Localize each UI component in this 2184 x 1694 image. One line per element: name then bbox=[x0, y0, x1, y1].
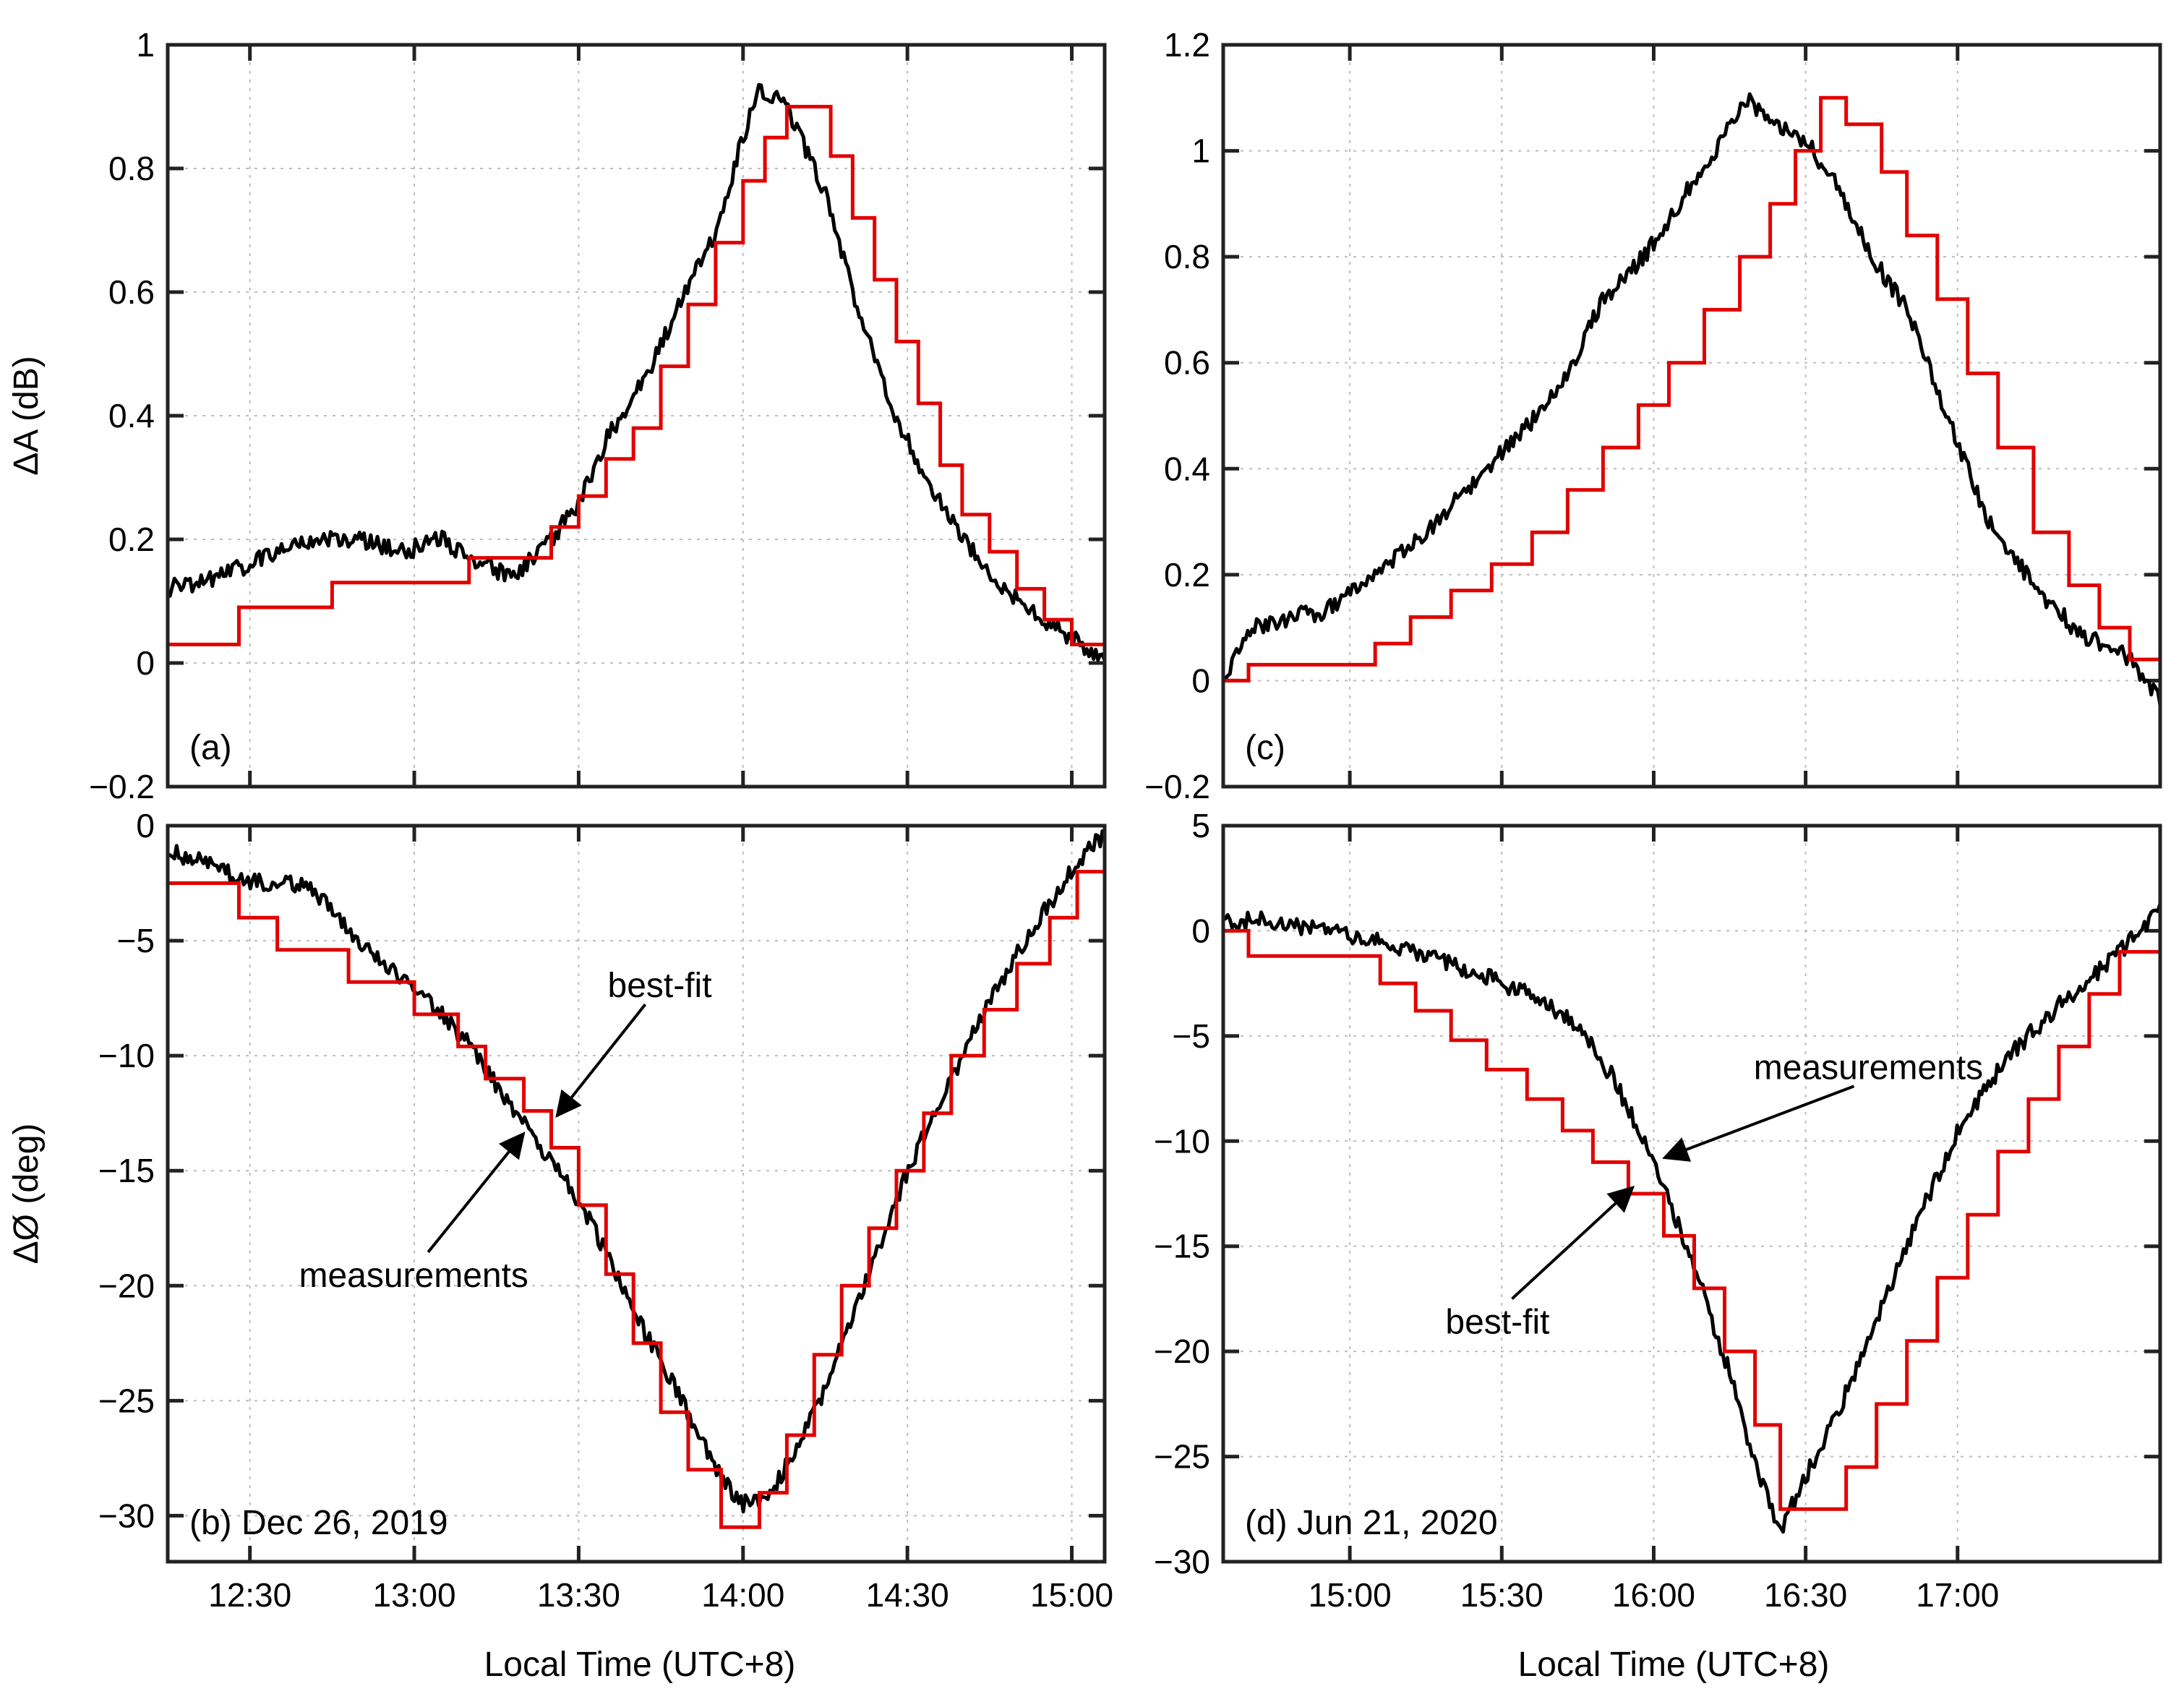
y-tick-label: 0 bbox=[1191, 912, 1210, 949]
annotation-label: measurements bbox=[1754, 1048, 1983, 1087]
x-tick-label: 16:30 bbox=[1764, 1576, 1847, 1614]
x-tick-label: 15:00 bbox=[1030, 1576, 1113, 1614]
y-tick-label: 0.4 bbox=[1164, 450, 1210, 487]
measurements-line bbox=[1223, 903, 2160, 1534]
panel-label: (b) Dec 26, 2019 bbox=[189, 1504, 448, 1542]
y-tick-label: 0 bbox=[136, 644, 155, 682]
plot-frame bbox=[166, 43, 1107, 789]
annotation-arrow bbox=[555, 1003, 647, 1118]
measurements-line bbox=[1223, 92, 2160, 706]
measurements-line bbox=[168, 829, 1105, 1514]
x-tick-label: 12:30 bbox=[208, 1576, 291, 1614]
y-tick-label: −15 bbox=[98, 1152, 155, 1189]
x-tick-label: 17:00 bbox=[1916, 1576, 1999, 1614]
y-tick-label: 0.8 bbox=[108, 150, 155, 187]
annotation-label: measurements bbox=[299, 1257, 528, 1295]
y-tick-label: −30 bbox=[1154, 1543, 1210, 1580]
best-fit-line bbox=[1223, 899, 2160, 1511]
panel-c: −0.2 0 0.2 0.4 0.6 0.8 1 1.2 (c) bbox=[1144, 26, 2162, 805]
panel-label: (c) bbox=[1245, 729, 1285, 767]
plot-frame bbox=[166, 824, 1107, 1564]
x-tick-label: 16:00 bbox=[1612, 1576, 1695, 1614]
measurements-line bbox=[168, 82, 1105, 662]
y-tick-label: 0.2 bbox=[108, 521, 155, 558]
y-tick-label: 5 bbox=[1191, 807, 1210, 844]
y-tick-label: −20 bbox=[98, 1267, 155, 1304]
y-tick-label: 0.6 bbox=[1164, 344, 1210, 382]
x-tick-label: 15:30 bbox=[1460, 1576, 1543, 1614]
y-tick-label: 0.4 bbox=[108, 397, 155, 435]
best-fit-line bbox=[1223, 95, 2160, 697]
x-tick-label: 13:30 bbox=[537, 1576, 620, 1614]
x-tick-label: 14:30 bbox=[866, 1576, 949, 1614]
panel-a: −0.2 0 0.2 0.4 0.6 0.8 1 ΔA (dB) (a) bbox=[7, 26, 1107, 805]
annotation-label: best-fit bbox=[608, 967, 712, 1005]
y-tick-label: 0 bbox=[136, 807, 155, 844]
y-axis-title: ΔA (dB) bbox=[7, 356, 46, 475]
panel-label: (a) bbox=[189, 729, 232, 767]
panel-label: (d) Jun 21, 2020 bbox=[1245, 1504, 1498, 1542]
y-tick-label: −5 bbox=[117, 922, 155, 959]
y-axis-title: ΔØ (deg) bbox=[7, 1124, 46, 1265]
y-tick-label: −15 bbox=[1154, 1228, 1210, 1265]
y-tick-label: −10 bbox=[1154, 1122, 1210, 1160]
y-tick-label: −5 bbox=[1173, 1017, 1210, 1055]
y-tick-label: 0 bbox=[1191, 662, 1210, 699]
plot-frame bbox=[1221, 824, 2162, 1564]
y-tick-label: −0.2 bbox=[1144, 768, 1210, 805]
y-tick-label: −25 bbox=[1154, 1438, 1210, 1476]
panel-b: −30 −25 −20 −15 −10 −5 0 12:30 13:00 13:30 14:00 14… bbox=[7, 807, 1113, 1614]
y-tick-label: 1 bbox=[136, 26, 155, 64]
x-axis-title-right: Local Time (UTC+8) bbox=[1518, 1646, 1830, 1684]
y-tick-label: 0.8 bbox=[1164, 238, 1210, 275]
panel-d: −30 −25 −20 −15 −10 −5 0 5 15:00 15:30 16:00 16:30 1… bbox=[1154, 807, 2162, 1614]
best-fit-line bbox=[168, 826, 1105, 1529]
y-tick-label: −0.2 bbox=[89, 768, 155, 805]
x-tick-label: 14:00 bbox=[701, 1576, 784, 1614]
annotation-label: best-fit bbox=[1445, 1303, 1549, 1341]
x-tick-label: 15:00 bbox=[1309, 1576, 1392, 1614]
annotation-arrow bbox=[1511, 1186, 1635, 1300]
x-axis-title-left: Local Time (UTC+8) bbox=[484, 1646, 796, 1684]
y-tick-label: −25 bbox=[98, 1382, 155, 1419]
plot-frame bbox=[1221, 43, 2162, 789]
y-tick-label: −20 bbox=[1154, 1332, 1210, 1370]
x-tick-label: 13:00 bbox=[372, 1576, 455, 1614]
y-tick-label: −30 bbox=[98, 1497, 155, 1534]
annotation-arrow bbox=[1662, 1085, 1855, 1162]
annotation-arrow bbox=[427, 1132, 526, 1254]
y-tick-label: 0.6 bbox=[108, 273, 155, 311]
best-fit-line bbox=[168, 105, 1105, 657]
y-tick-label: 0.2 bbox=[1164, 556, 1210, 594]
y-tick-label: 1.2 bbox=[1164, 26, 1210, 64]
y-tick-label: −10 bbox=[98, 1037, 155, 1074]
y-tick-label: 1 bbox=[1191, 132, 1210, 170]
